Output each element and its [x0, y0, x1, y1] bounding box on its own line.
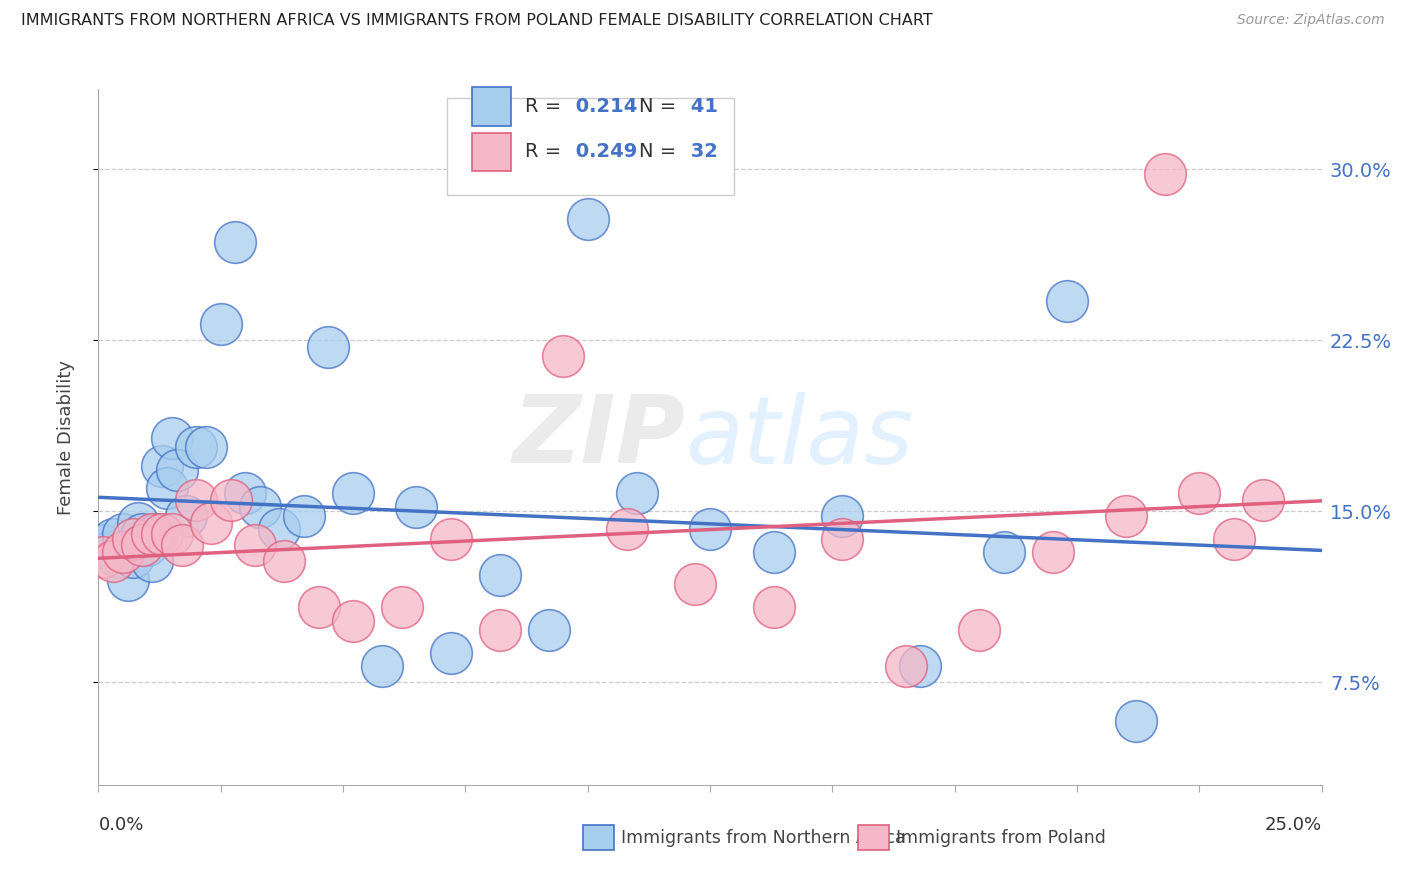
Point: [156, 482, 179, 496]
Point: [91, 549, 114, 564]
Text: N =: N =: [640, 97, 682, 116]
Point: [371, 659, 394, 673]
Point: [537, 623, 560, 637]
Point: [831, 532, 853, 546]
Point: [233, 486, 256, 500]
Point: [308, 600, 330, 615]
Point: [273, 554, 295, 568]
Text: N =: N =: [640, 143, 682, 161]
FancyBboxPatch shape: [447, 97, 734, 195]
Point: [127, 516, 149, 530]
Point: [626, 486, 648, 500]
Point: [342, 614, 364, 628]
Point: [699, 523, 721, 537]
Point: [101, 532, 124, 546]
Text: IMMIGRANTS FROM NORTHERN AFRICA VS IMMIGRANTS FROM POLAND FEMALE DISABILITY CORR: IMMIGRANTS FROM NORTHERN AFRICA VS IMMIG…: [21, 13, 932, 29]
Point: [318, 340, 340, 354]
Point: [1188, 486, 1211, 500]
Point: [762, 545, 785, 559]
Point: [553, 349, 575, 363]
Text: Source: ZipAtlas.com: Source: ZipAtlas.com: [1237, 13, 1385, 28]
Point: [121, 532, 143, 546]
Point: [107, 549, 129, 564]
Point: [894, 659, 917, 673]
Point: [186, 492, 208, 507]
Point: [219, 492, 242, 507]
Text: Immigrants from Poland: Immigrants from Poland: [896, 829, 1105, 847]
Text: 25.0%: 25.0%: [1264, 816, 1322, 834]
Point: [121, 549, 143, 564]
Point: [1251, 492, 1274, 507]
Point: [146, 527, 169, 541]
Point: [405, 500, 427, 514]
Point: [616, 523, 638, 537]
Text: 32: 32: [685, 143, 718, 161]
Point: [342, 486, 364, 500]
Point: [576, 212, 599, 227]
Point: [166, 463, 188, 477]
Point: [488, 568, 510, 582]
Point: [160, 527, 183, 541]
Text: 41: 41: [685, 97, 718, 116]
Point: [131, 527, 153, 541]
Point: [685, 577, 707, 591]
Point: [1222, 532, 1244, 546]
Point: [292, 508, 315, 523]
Point: [488, 623, 510, 637]
Text: 0.214: 0.214: [569, 97, 638, 116]
Text: 0.249: 0.249: [569, 143, 637, 161]
Point: [101, 554, 124, 568]
Point: [391, 600, 413, 615]
Text: ZIP: ZIP: [513, 391, 686, 483]
Point: [1056, 294, 1078, 309]
Point: [762, 600, 785, 615]
Point: [1042, 545, 1064, 559]
Y-axis label: Female Disability: Female Disability: [56, 359, 75, 515]
Point: [1154, 167, 1177, 181]
Point: [249, 500, 271, 514]
Point: [176, 508, 198, 523]
Point: [170, 538, 193, 552]
Point: [131, 538, 153, 552]
Point: [150, 458, 173, 473]
Point: [136, 538, 159, 552]
Point: [111, 527, 134, 541]
Point: [141, 554, 163, 568]
Point: [186, 441, 208, 455]
Text: 0.0%: 0.0%: [98, 816, 143, 834]
Point: [200, 516, 222, 530]
FancyBboxPatch shape: [471, 133, 510, 171]
Point: [111, 545, 134, 559]
Point: [117, 573, 139, 587]
Point: [243, 538, 266, 552]
Point: [150, 527, 173, 541]
Point: [910, 659, 932, 673]
Text: atlas: atlas: [686, 392, 914, 483]
Point: [224, 235, 246, 249]
Point: [440, 532, 463, 546]
Point: [993, 545, 1015, 559]
Point: [91, 538, 114, 552]
Point: [967, 623, 990, 637]
Point: [141, 527, 163, 541]
Text: R =: R =: [526, 143, 568, 161]
Point: [1125, 714, 1147, 728]
Point: [269, 523, 291, 537]
Point: [97, 545, 120, 559]
Text: R =: R =: [526, 97, 568, 116]
Point: [195, 441, 218, 455]
Text: Immigrants from Northern Africa: Immigrants from Northern Africa: [621, 829, 905, 847]
Point: [160, 431, 183, 445]
Point: [1115, 508, 1137, 523]
FancyBboxPatch shape: [471, 87, 510, 126]
Point: [209, 317, 232, 331]
Point: [831, 508, 853, 523]
Point: [440, 646, 463, 660]
